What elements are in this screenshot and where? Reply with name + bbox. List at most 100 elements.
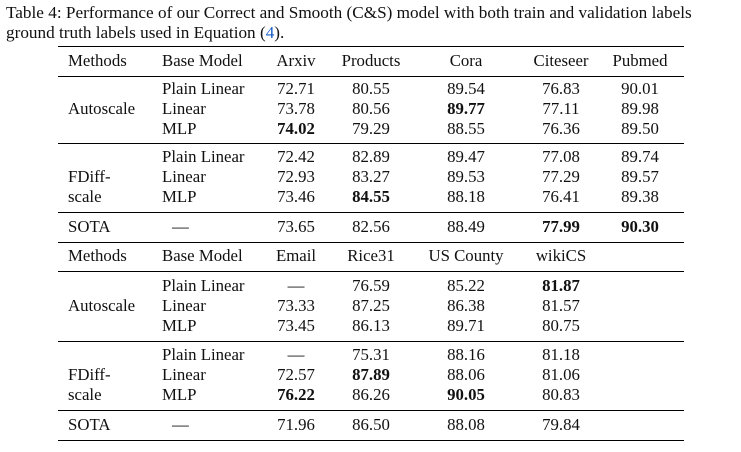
column-header: Citeseer bbox=[533, 51, 589, 70]
caption-text-end: ). bbox=[274, 23, 285, 42]
score-cell: 80.75 bbox=[542, 316, 580, 335]
score-cell: 73.65 bbox=[277, 217, 315, 236]
score-cell: 73.78 bbox=[277, 99, 315, 118]
score-cell: 88.16 bbox=[447, 345, 485, 364]
score-cell: 73.45 bbox=[277, 316, 315, 335]
table-rule bbox=[58, 143, 684, 144]
score-cell: 72.57 bbox=[277, 365, 315, 384]
score-cell: 90.30 bbox=[621, 217, 659, 236]
table-rule bbox=[58, 410, 684, 411]
score-cell: 87.25 bbox=[352, 296, 390, 315]
score-cell: 82.56 bbox=[352, 217, 390, 236]
method-label: FDiff- bbox=[68, 167, 111, 186]
score-cell: 82.89 bbox=[352, 147, 390, 166]
table-caption: Table 4: Performance of our Correct and … bbox=[6, 3, 741, 43]
score-cell: 89.98 bbox=[621, 99, 659, 118]
score-cell: 72.71 bbox=[277, 79, 315, 98]
score-cell: 77.99 bbox=[542, 217, 580, 236]
score-cell: 79.84 bbox=[542, 415, 580, 434]
score-cell: 72.42 bbox=[277, 147, 315, 166]
column-header: wikiCS bbox=[535, 246, 587, 265]
score-cell: 90.05 bbox=[447, 385, 485, 404]
base-model-cell: — bbox=[172, 217, 189, 236]
table-rule bbox=[58, 242, 684, 243]
score-cell: 89.47 bbox=[447, 147, 485, 166]
base-model-cell: MLP bbox=[162, 385, 197, 404]
table-rule bbox=[58, 271, 684, 272]
score-cell: 76.36 bbox=[542, 119, 580, 138]
score-cell: 88.49 bbox=[447, 217, 485, 236]
score-cell: — bbox=[287, 345, 305, 364]
table-rule bbox=[58, 212, 684, 213]
score-cell: 84.55 bbox=[352, 187, 390, 206]
method-label: scale bbox=[68, 187, 102, 206]
score-cell: 89.77 bbox=[447, 99, 485, 118]
score-cell: 81.18 bbox=[542, 345, 580, 364]
score-cell: 81.06 bbox=[542, 365, 580, 384]
score-cell: 90.01 bbox=[621, 79, 659, 98]
method-label: SOTA bbox=[68, 217, 111, 236]
score-cell: 88.08 bbox=[447, 415, 485, 434]
base-model-cell: Plain Linear bbox=[162, 276, 245, 295]
column-header: Products bbox=[341, 51, 401, 70]
score-cell: 80.55 bbox=[352, 79, 390, 98]
score-cell: 83.27 bbox=[352, 167, 390, 186]
score-cell: 76.83 bbox=[542, 79, 580, 98]
base-model-cell: MLP bbox=[162, 119, 197, 138]
table-rule bbox=[58, 341, 684, 342]
score-cell: 86.50 bbox=[352, 415, 390, 434]
table-rule bbox=[58, 46, 684, 47]
score-cell: 86.38 bbox=[447, 296, 485, 315]
score-cell: 81.57 bbox=[542, 296, 580, 315]
column-header: Cora bbox=[449, 51, 483, 70]
score-cell: 89.57 bbox=[621, 167, 659, 186]
score-cell: 89.50 bbox=[621, 119, 659, 138]
base-model-cell: Plain Linear bbox=[162, 345, 245, 364]
base-model-cell: Plain Linear bbox=[162, 147, 245, 166]
caption-line-1: Table 4: Performance of our Correct and … bbox=[6, 3, 692, 22]
method-label: SOTA bbox=[68, 415, 111, 434]
base-model-cell: — bbox=[172, 415, 189, 434]
score-cell: 88.55 bbox=[447, 119, 485, 138]
score-cell: 76.22 bbox=[277, 385, 315, 404]
column-header: Base Model bbox=[162, 246, 243, 265]
score-cell: 81.87 bbox=[542, 276, 580, 295]
score-cell: 89.71 bbox=[447, 316, 485, 335]
score-cell: 79.29 bbox=[352, 119, 390, 138]
table-rule bbox=[58, 440, 684, 441]
column-header: Methods bbox=[68, 246, 127, 265]
score-cell: 88.18 bbox=[447, 187, 485, 206]
score-cell: 77.29 bbox=[542, 167, 580, 186]
score-cell: 80.83 bbox=[542, 385, 580, 404]
score-cell: 74.02 bbox=[277, 119, 315, 138]
score-cell: 88.06 bbox=[447, 365, 485, 384]
score-cell: 73.46 bbox=[277, 187, 315, 206]
column-header: Methods bbox=[68, 51, 127, 70]
base-model-cell: MLP bbox=[162, 187, 197, 206]
score-cell: 86.26 bbox=[352, 385, 390, 404]
score-cell: 89.38 bbox=[621, 187, 659, 206]
score-cell: 71.96 bbox=[277, 415, 315, 434]
score-cell: 77.11 bbox=[542, 99, 580, 118]
score-cell: 87.89 bbox=[352, 365, 390, 384]
score-cell: 76.41 bbox=[542, 187, 580, 206]
column-header: Email bbox=[275, 246, 317, 265]
column-header: Pubmed bbox=[612, 51, 668, 70]
score-cell: 76.59 bbox=[352, 276, 390, 295]
score-cell: 89.54 bbox=[447, 79, 485, 98]
equation-reference-link[interactable]: 4 bbox=[265, 23, 275, 42]
method-label: scale bbox=[68, 385, 102, 404]
base-model-cell: Linear bbox=[162, 167, 206, 186]
score-cell: 77.08 bbox=[542, 147, 580, 166]
column-header: US County bbox=[428, 246, 504, 265]
column-header: Base Model bbox=[162, 51, 243, 70]
method-label: FDiff- bbox=[68, 365, 111, 384]
column-header: Rice31 bbox=[347, 246, 395, 265]
table-rule bbox=[58, 76, 684, 77]
score-cell: 85.22 bbox=[447, 276, 485, 295]
score-cell: — bbox=[287, 276, 305, 295]
base-model-cell: Plain Linear bbox=[162, 79, 245, 98]
base-model-cell: MLP bbox=[162, 316, 197, 335]
score-cell: 72.93 bbox=[277, 167, 315, 186]
score-cell: 75.31 bbox=[352, 345, 390, 364]
